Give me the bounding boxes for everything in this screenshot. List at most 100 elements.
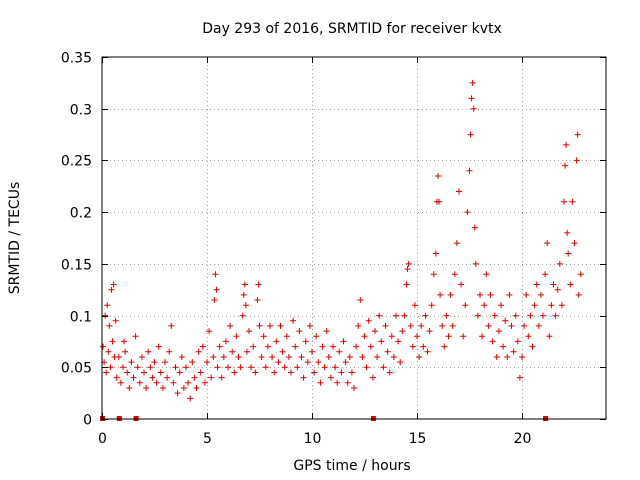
data-points — [100, 79, 584, 402]
data-point — [336, 348, 343, 355]
data-point — [275, 359, 282, 366]
data-point — [374, 353, 381, 360]
data-point — [395, 338, 402, 345]
data-point — [267, 322, 273, 329]
data-point — [283, 333, 290, 340]
data-point — [477, 291, 483, 298]
data-point — [519, 353, 525, 360]
data-point — [575, 291, 582, 298]
data-point — [145, 348, 152, 355]
data-point — [199, 343, 206, 350]
data-point — [531, 302, 538, 309]
data-point — [201, 379, 208, 386]
data-point — [500, 343, 507, 350]
data-point — [183, 364, 189, 371]
x-axis-label: GPS time / hours — [293, 458, 410, 474]
data-point — [128, 359, 135, 366]
data-point — [159, 384, 166, 391]
data-point — [359, 353, 366, 360]
data-point — [327, 374, 334, 381]
data-point — [550, 281, 557, 288]
data-point — [288, 369, 294, 376]
data-point — [472, 260, 479, 267]
y-axis-label: SRMTID / TECUs — [7, 182, 23, 295]
data-point — [260, 333, 267, 340]
data-point — [493, 353, 500, 360]
data-point — [241, 281, 248, 288]
data-point — [248, 364, 255, 371]
data-point — [112, 317, 119, 324]
data-point — [233, 333, 240, 340]
data-point — [462, 302, 469, 309]
data-point — [491, 312, 498, 319]
data-point — [252, 369, 259, 376]
data-point — [382, 322, 389, 329]
data-point — [109, 338, 116, 345]
data-point — [443, 312, 450, 319]
data-point — [353, 343, 360, 350]
data-point — [535, 322, 542, 329]
data-point — [367, 343, 374, 350]
data-point — [302, 338, 309, 345]
data-point — [407, 322, 414, 329]
data-point — [264, 343, 271, 350]
data-point — [197, 369, 204, 376]
data-point — [386, 369, 393, 376]
data-point — [569, 198, 576, 205]
data-point — [136, 379, 143, 386]
data-point — [130, 374, 137, 381]
data-point — [411, 302, 418, 309]
data-point — [428, 302, 435, 309]
data-point — [426, 328, 433, 335]
x-tick-label: 15 — [409, 431, 427, 447]
data-point — [298, 353, 305, 360]
y-tick-label: 0.35 — [61, 51, 92, 67]
data-point — [157, 369, 164, 376]
data-point — [574, 131, 581, 138]
data-point — [273, 338, 280, 345]
data-point — [533, 281, 540, 288]
data-point — [416, 353, 423, 360]
data-point — [468, 95, 475, 102]
data-point — [567, 281, 574, 288]
data-point — [193, 384, 200, 391]
data-point — [243, 348, 250, 355]
data-point — [227, 322, 234, 329]
data-point — [435, 172, 441, 179]
data-point — [246, 328, 252, 335]
y-tick-label: 0.15 — [61, 258, 92, 274]
data-point — [218, 374, 225, 381]
data-point — [164, 374, 171, 381]
data-point — [285, 353, 292, 360]
data-point — [277, 322, 284, 329]
data-point — [115, 353, 122, 360]
data-point — [489, 338, 496, 345]
data-point — [369, 374, 376, 381]
data-point — [363, 364, 370, 371]
data-point — [573, 157, 580, 164]
data-point — [558, 302, 565, 309]
data-point — [256, 322, 263, 329]
data-point — [552, 312, 559, 319]
data-point — [571, 240, 578, 247]
data-point — [460, 333, 467, 340]
x-tick-label: 20 — [514, 431, 532, 447]
data-point — [141, 369, 147, 376]
data-point — [195, 348, 202, 355]
data-point — [166, 348, 173, 355]
data-point — [304, 359, 311, 366]
data-point — [258, 353, 265, 360]
data-point — [498, 302, 504, 309]
data-point — [453, 240, 460, 247]
data-point — [449, 322, 456, 329]
data-point — [102, 312, 109, 319]
data-point — [185, 379, 192, 386]
data-point — [485, 322, 492, 329]
data-point — [506, 291, 513, 298]
data-point — [108, 286, 115, 293]
data-point — [418, 322, 425, 329]
data-point — [380, 364, 387, 371]
data-point — [474, 312, 481, 319]
